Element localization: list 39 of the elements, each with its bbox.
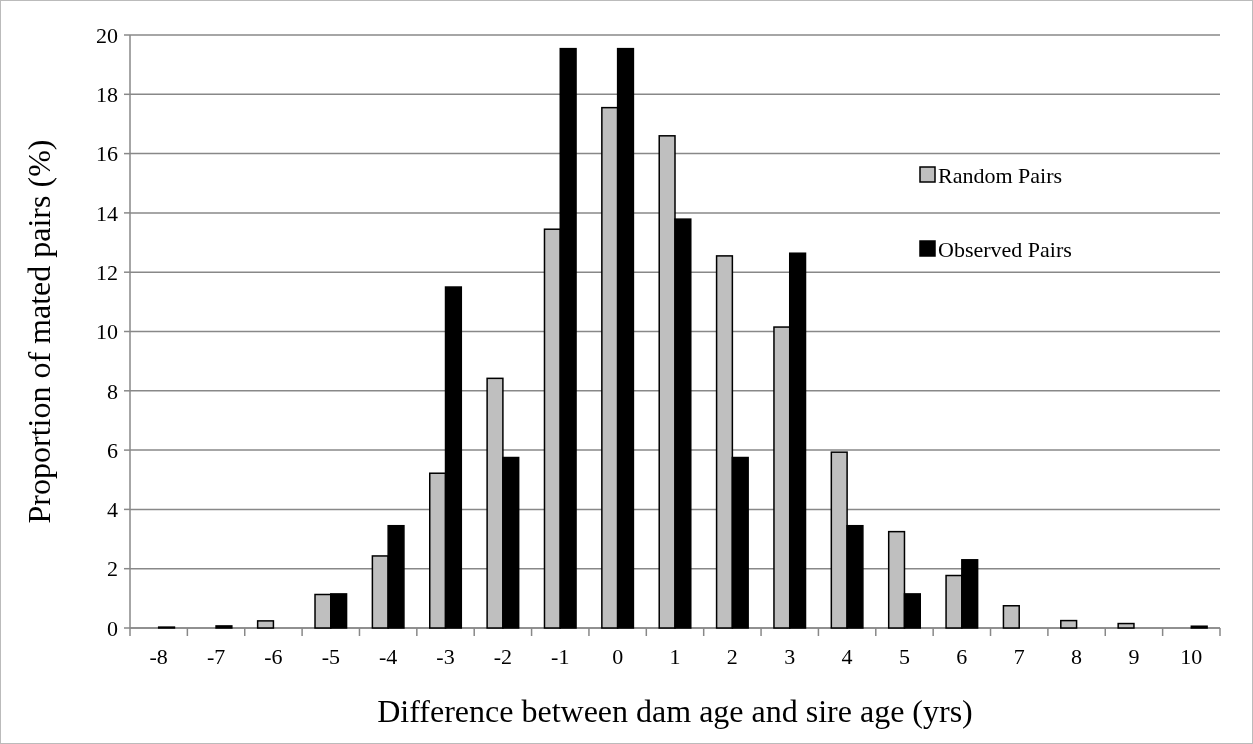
y-tick-label: 18 bbox=[96, 82, 118, 107]
x-tick-label: 0 bbox=[612, 644, 624, 669]
x-axis-title: Difference between dam age and sire age (yrs) bbox=[377, 693, 973, 729]
y-tick-label: 16 bbox=[96, 141, 118, 167]
bar bbox=[1117, 622, 1135, 629]
x-tick-label: 10 bbox=[1180, 644, 1203, 669]
x-tick-label: -3 bbox=[436, 644, 455, 669]
y-tick-label: 14 bbox=[96, 200, 118, 226]
bar bbox=[215, 625, 233, 629]
y-tick-label: 6 bbox=[107, 437, 118, 463]
x-tick-label: -5 bbox=[321, 644, 340, 669]
x-tick-label: 9 bbox=[1128, 644, 1140, 669]
x-tick-label: 5 bbox=[898, 644, 910, 669]
y-tick-label: 2 bbox=[107, 556, 118, 582]
x-tick-label: -1 bbox=[551, 644, 570, 669]
bar bbox=[256, 620, 275, 629]
y-tick-label: 12 bbox=[96, 259, 118, 285]
y-axis-title: Proportion of mated pairs (%) bbox=[21, 139, 57, 524]
bar bbox=[1002, 605, 1020, 629]
legend-label: Random Pairs bbox=[938, 162, 1063, 188]
x-tick-label: -7 bbox=[206, 644, 226, 669]
x-tick-label: 4 bbox=[841, 644, 853, 669]
x-tick-label: -2 bbox=[493, 644, 513, 669]
y-tick-label: 0 bbox=[107, 615, 118, 641]
y-tick-label: 20 bbox=[96, 22, 118, 48]
x-tick-label: -6 bbox=[264, 644, 283, 669]
x-tick-label: 1 bbox=[669, 644, 681, 669]
x-tick-label: 6 bbox=[956, 644, 968, 669]
y-tick-label: 10 bbox=[96, 319, 118, 345]
x-tick-label: 7 bbox=[1013, 644, 1025, 669]
y-tick-label: 8 bbox=[107, 378, 118, 404]
x-tick-label: 3 bbox=[784, 644, 796, 669]
bar bbox=[1060, 619, 1078, 629]
legend-label: Observed Pairs bbox=[938, 236, 1072, 262]
y-tick-label: 4 bbox=[107, 497, 118, 523]
x-tick-label: 8 bbox=[1071, 644, 1083, 669]
x-tick-label: -4 bbox=[378, 644, 398, 669]
x-tick-label: 2 bbox=[726, 644, 738, 669]
x-tick-label: -8 bbox=[149, 644, 168, 669]
